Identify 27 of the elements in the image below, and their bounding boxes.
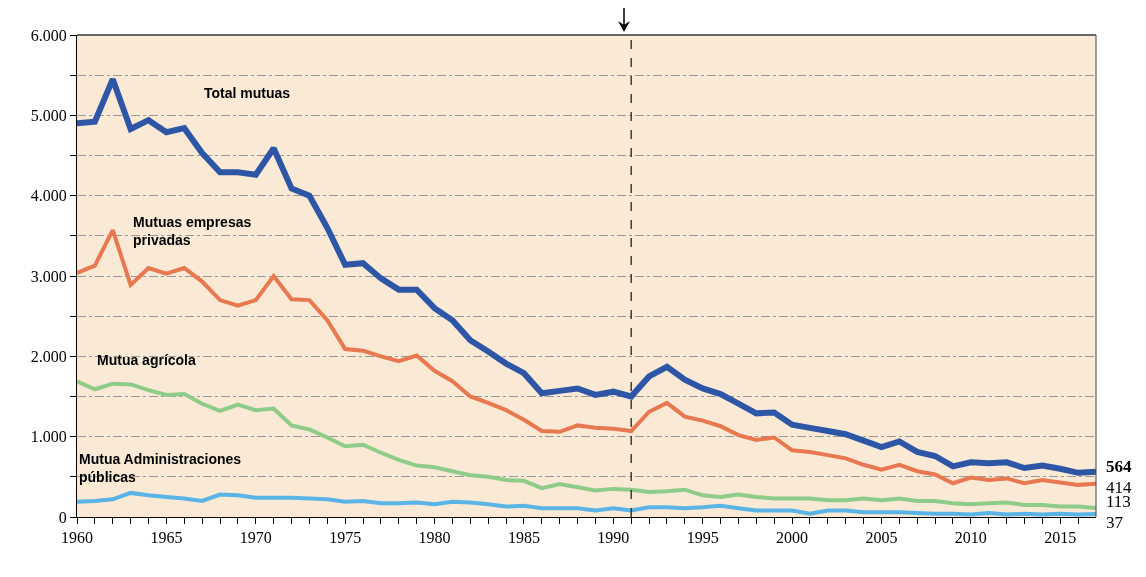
series-label: Mutua agrícola <box>97 352 197 368</box>
x-tick-label: 2015 <box>1044 529 1077 547</box>
x-tick-label: 1975 <box>329 529 362 547</box>
x-tick-label: 2010 <box>954 529 987 547</box>
line-series <box>77 228 1096 487</box>
y-tick-label: 4.000 <box>30 187 67 205</box>
text: Total mutuas <box>204 85 291 101</box>
series-label: Mutua Administraciones públicas <box>79 451 242 486</box>
series-label: Mutuas empresas privadas <box>133 214 252 249</box>
line-series <box>77 379 1096 510</box>
x-tick-label: 2000 <box>776 529 809 547</box>
y-tick-label: 5.000 <box>30 106 67 124</box>
x-tick-label: 1985 <box>507 529 540 547</box>
x-tick-label: 1970 <box>239 529 272 547</box>
y-tick-label: 2.000 <box>30 347 67 365</box>
x-tick-label: 1965 <box>150 529 183 547</box>
x-tick-label: 1980 <box>418 529 451 547</box>
y-tick-label: 1.000 <box>30 428 67 446</box>
x-tick-label: 2005 <box>865 529 898 547</box>
x-tick-label: 1995 <box>686 529 719 547</box>
y-tick-label: 3.000 <box>30 267 67 285</box>
data-label: 37 <box>1106 513 1124 532</box>
x-tick-label: 1960 <box>61 529 93 547</box>
y-tick-label: 0 <box>58 508 67 526</box>
data-label: 564 <box>1106 457 1132 476</box>
y-tick-label: 6.000 <box>30 26 67 44</box>
x-tick-label: 1990 <box>597 529 630 547</box>
